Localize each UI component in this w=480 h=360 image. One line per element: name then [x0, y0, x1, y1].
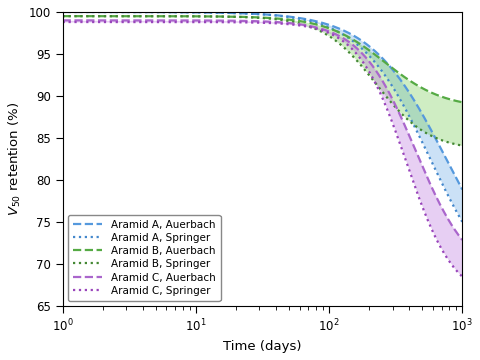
Aramid C, Springer: [448, 261, 454, 265]
Aramid A, Springer: [447, 198, 453, 202]
Aramid B, Auerbach: [80, 14, 86, 18]
Aramid A, Auerbach: [447, 165, 453, 169]
Line: Aramid A, Springer: Aramid A, Springer: [63, 12, 462, 222]
Aramid C, Auerbach: [243, 19, 249, 23]
Aramid B, Auerbach: [243, 15, 249, 19]
Line: Aramid C, Auerbach: Aramid C, Auerbach: [63, 21, 462, 240]
Aramid B, Auerbach: [459, 100, 465, 104]
Legend: Aramid A, Auerbach, Aramid A, Springer, Aramid B, Auerbach, Aramid B, Springer, : Aramid A, Auerbach, Aramid A, Springer, …: [68, 215, 220, 301]
Aramid C, Auerbach: [448, 221, 454, 226]
Aramid C, Springer: [243, 20, 249, 24]
Aramid A, Auerbach: [448, 165, 454, 170]
Aramid B, Springer: [374, 83, 380, 87]
Aramid B, Springer: [447, 141, 453, 145]
Line: Aramid B, Springer: Aramid B, Springer: [63, 16, 462, 145]
Aramid A, Springer: [448, 198, 454, 203]
Y-axis label: $V_{50}$ retention (%): $V_{50}$ retention (%): [7, 102, 23, 216]
Aramid A, Springer: [374, 63, 380, 67]
Aramid C, Springer: [60, 20, 66, 24]
Aramid A, Springer: [254, 12, 260, 16]
Aramid B, Auerbach: [447, 97, 453, 102]
Aramid A, Auerbach: [60, 10, 66, 14]
Line: Aramid A, Auerbach: Aramid A, Auerbach: [63, 12, 462, 189]
Line: Aramid B, Auerbach: Aramid B, Auerbach: [63, 16, 462, 102]
Aramid B, Auerbach: [374, 54, 380, 59]
Aramid C, Auerbach: [80, 18, 86, 23]
Aramid C, Springer: [254, 21, 260, 25]
Aramid A, Auerbach: [80, 10, 86, 14]
Aramid A, Springer: [80, 10, 86, 14]
Aramid C, Springer: [374, 85, 380, 89]
Aramid B, Springer: [254, 15, 260, 20]
Line: Aramid C, Springer: Aramid C, Springer: [63, 22, 462, 276]
Aramid B, Springer: [459, 143, 465, 148]
Aramid A, Springer: [60, 10, 66, 14]
Aramid A, Springer: [243, 11, 249, 15]
Aramid C, Springer: [447, 261, 453, 265]
Aramid A, Auerbach: [243, 11, 249, 15]
Aramid B, Auerbach: [60, 14, 66, 18]
Aramid A, Auerbach: [254, 12, 260, 16]
Aramid B, Springer: [243, 15, 249, 19]
Aramid B, Auerbach: [448, 97, 454, 102]
Aramid A, Auerbach: [374, 51, 380, 55]
Aramid B, Auerbach: [254, 15, 260, 19]
Aramid B, Springer: [448, 141, 454, 145]
Aramid C, Auerbach: [254, 19, 260, 23]
Aramid C, Auerbach: [447, 221, 453, 225]
Aramid C, Auerbach: [374, 71, 380, 75]
Aramid C, Springer: [459, 274, 465, 279]
Aramid C, Springer: [80, 20, 86, 24]
Aramid A, Auerbach: [459, 187, 465, 192]
Aramid B, Springer: [80, 14, 86, 18]
Aramid B, Springer: [60, 14, 66, 18]
Aramid C, Auerbach: [60, 18, 66, 23]
Aramid A, Springer: [459, 220, 465, 224]
Aramid C, Auerbach: [459, 238, 465, 242]
X-axis label: Time (days): Time (days): [223, 340, 302, 353]
